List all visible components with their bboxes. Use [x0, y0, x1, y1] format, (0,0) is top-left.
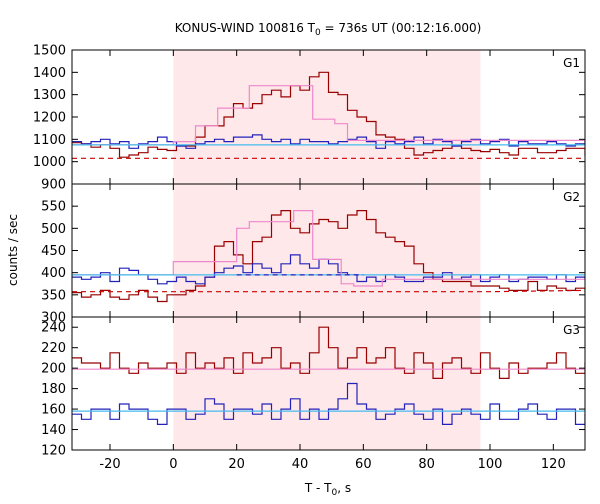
panel-g2-series-4	[72, 289, 585, 293]
panel-g3-series-0	[72, 326, 585, 379]
panel-g2-series-0	[72, 210, 585, 303]
y-tick-label: 1500	[33, 44, 66, 59]
x-axis-label-main: T - T	[304, 481, 332, 495]
y-tick-label: 160	[41, 403, 66, 418]
y-tick-label: 240	[41, 321, 66, 336]
y-tick-label: 400	[41, 266, 66, 281]
panel-g1: 900 1000 1100 1200 1300 1400 1500 G1	[33, 44, 586, 193]
plot-layer: 900100011001200130014001500G130035040045…	[33, 44, 586, 472]
x-axis-label-rest: , s	[337, 481, 351, 495]
x-tick-label: 0	[169, 457, 177, 472]
y-tick-label: 180	[41, 382, 66, 397]
y-tick-label: 200	[41, 362, 66, 377]
panel-g2-series-1	[72, 254, 585, 285]
y-tick-label: 1100	[33, 133, 66, 148]
y-tick-label: 450	[41, 244, 66, 259]
chart-title-rest: = 736s UT (00:12:16.000)	[321, 21, 482, 35]
y-tick-label: 220	[41, 341, 66, 356]
panel-label: G3	[563, 323, 580, 337]
panel-g1-series-2	[72, 85, 585, 146]
y-tick-label: 350	[41, 288, 66, 303]
chart-title-main: KONUS-WIND 100816 T	[175, 21, 316, 35]
panel-frame	[71, 316, 586, 451]
x-tick-label: 40	[292, 457, 309, 472]
y-axis-label: counts / sec	[6, 214, 20, 286]
chart-title-sub: 0	[315, 28, 321, 38]
x-tick-label: -20	[99, 457, 120, 472]
panel-g1-series-0	[72, 71, 585, 158]
panel-label: G2	[563, 190, 580, 204]
x-tick-label: 20	[228, 457, 245, 472]
x-tick-label: 60	[355, 457, 372, 472]
y-tick-label: 1200	[33, 111, 66, 126]
x-tick-label: 100	[478, 457, 503, 472]
panel-g3-series-1	[72, 382, 585, 425]
panel-g2-series-2	[72, 210, 585, 287]
panel-g3: 120 140 160 180 200 220 240 G3	[41, 316, 586, 459]
y-tick-label: 1000	[33, 155, 66, 170]
y-tick-label: 140	[41, 423, 66, 438]
x-tick-label: 120	[541, 457, 566, 472]
y-tick-label: 500	[41, 222, 66, 237]
panel-label: G1	[563, 56, 580, 70]
panel-g1-series-1	[72, 134, 585, 149]
x-tick-label: 80	[418, 457, 435, 472]
y-tick-label: 120	[41, 444, 66, 459]
y-tick-label: 900	[41, 178, 66, 193]
y-tick-label: 1300	[33, 88, 66, 103]
x-axis-label: T - T0, s	[304, 481, 351, 498]
chart-title: KONUS-WIND 100816 T0 = 736s UT (00:12:16…	[175, 21, 482, 38]
y-tick-label: 300	[41, 311, 66, 326]
y-tick-label: 1400	[33, 66, 66, 81]
highlight-interval	[173, 50, 481, 450]
x-axis-label-sub: 0	[332, 488, 338, 498]
y-tick-label: 550	[41, 200, 66, 215]
panel-g2: 300 350 400 450 500 550 G2	[41, 183, 586, 326]
